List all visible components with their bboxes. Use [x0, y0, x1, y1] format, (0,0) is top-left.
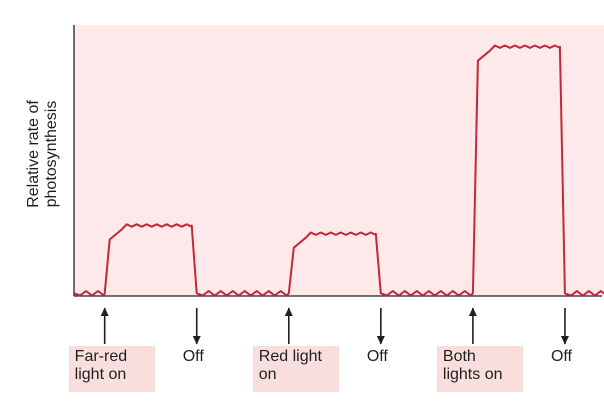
event-label-3-line-2: on	[258, 366, 277, 383]
event-arrow-head-2	[192, 336, 201, 345]
event-label-2: Off	[177, 346, 221, 372]
series-line	[73, 44, 604, 297]
event-arrow-head-4	[376, 336, 385, 345]
event-label-1: Far-red light on	[68, 346, 155, 392]
plot-background	[74, 25, 604, 296]
event-label-3: Red light on	[252, 346, 339, 392]
event-label-2-line-1: Off	[182, 348, 204, 365]
event-label-6: Off	[545, 346, 589, 372]
event-label-5-line-2: lights on	[442, 366, 503, 383]
event-arrow-head-6	[560, 336, 569, 345]
event-arrow-head-5	[468, 307, 477, 316]
event-label-1-line-1: Far-red	[74, 348, 128, 365]
event-arrow-head-3	[284, 307, 293, 316]
event-label-6-line-1: Off	[550, 348, 572, 365]
event-label-5: Both lights on	[436, 346, 523, 392]
event-label-4-line-1: Off	[366, 348, 388, 365]
event-arrow-head-1	[100, 307, 109, 316]
event-label-1-line-2: light on	[74, 366, 127, 383]
event-label-5-line-1: Both	[442, 348, 476, 365]
event-label-4: Off	[361, 346, 405, 372]
event-label-3-line-1: Red light	[258, 348, 322, 365]
